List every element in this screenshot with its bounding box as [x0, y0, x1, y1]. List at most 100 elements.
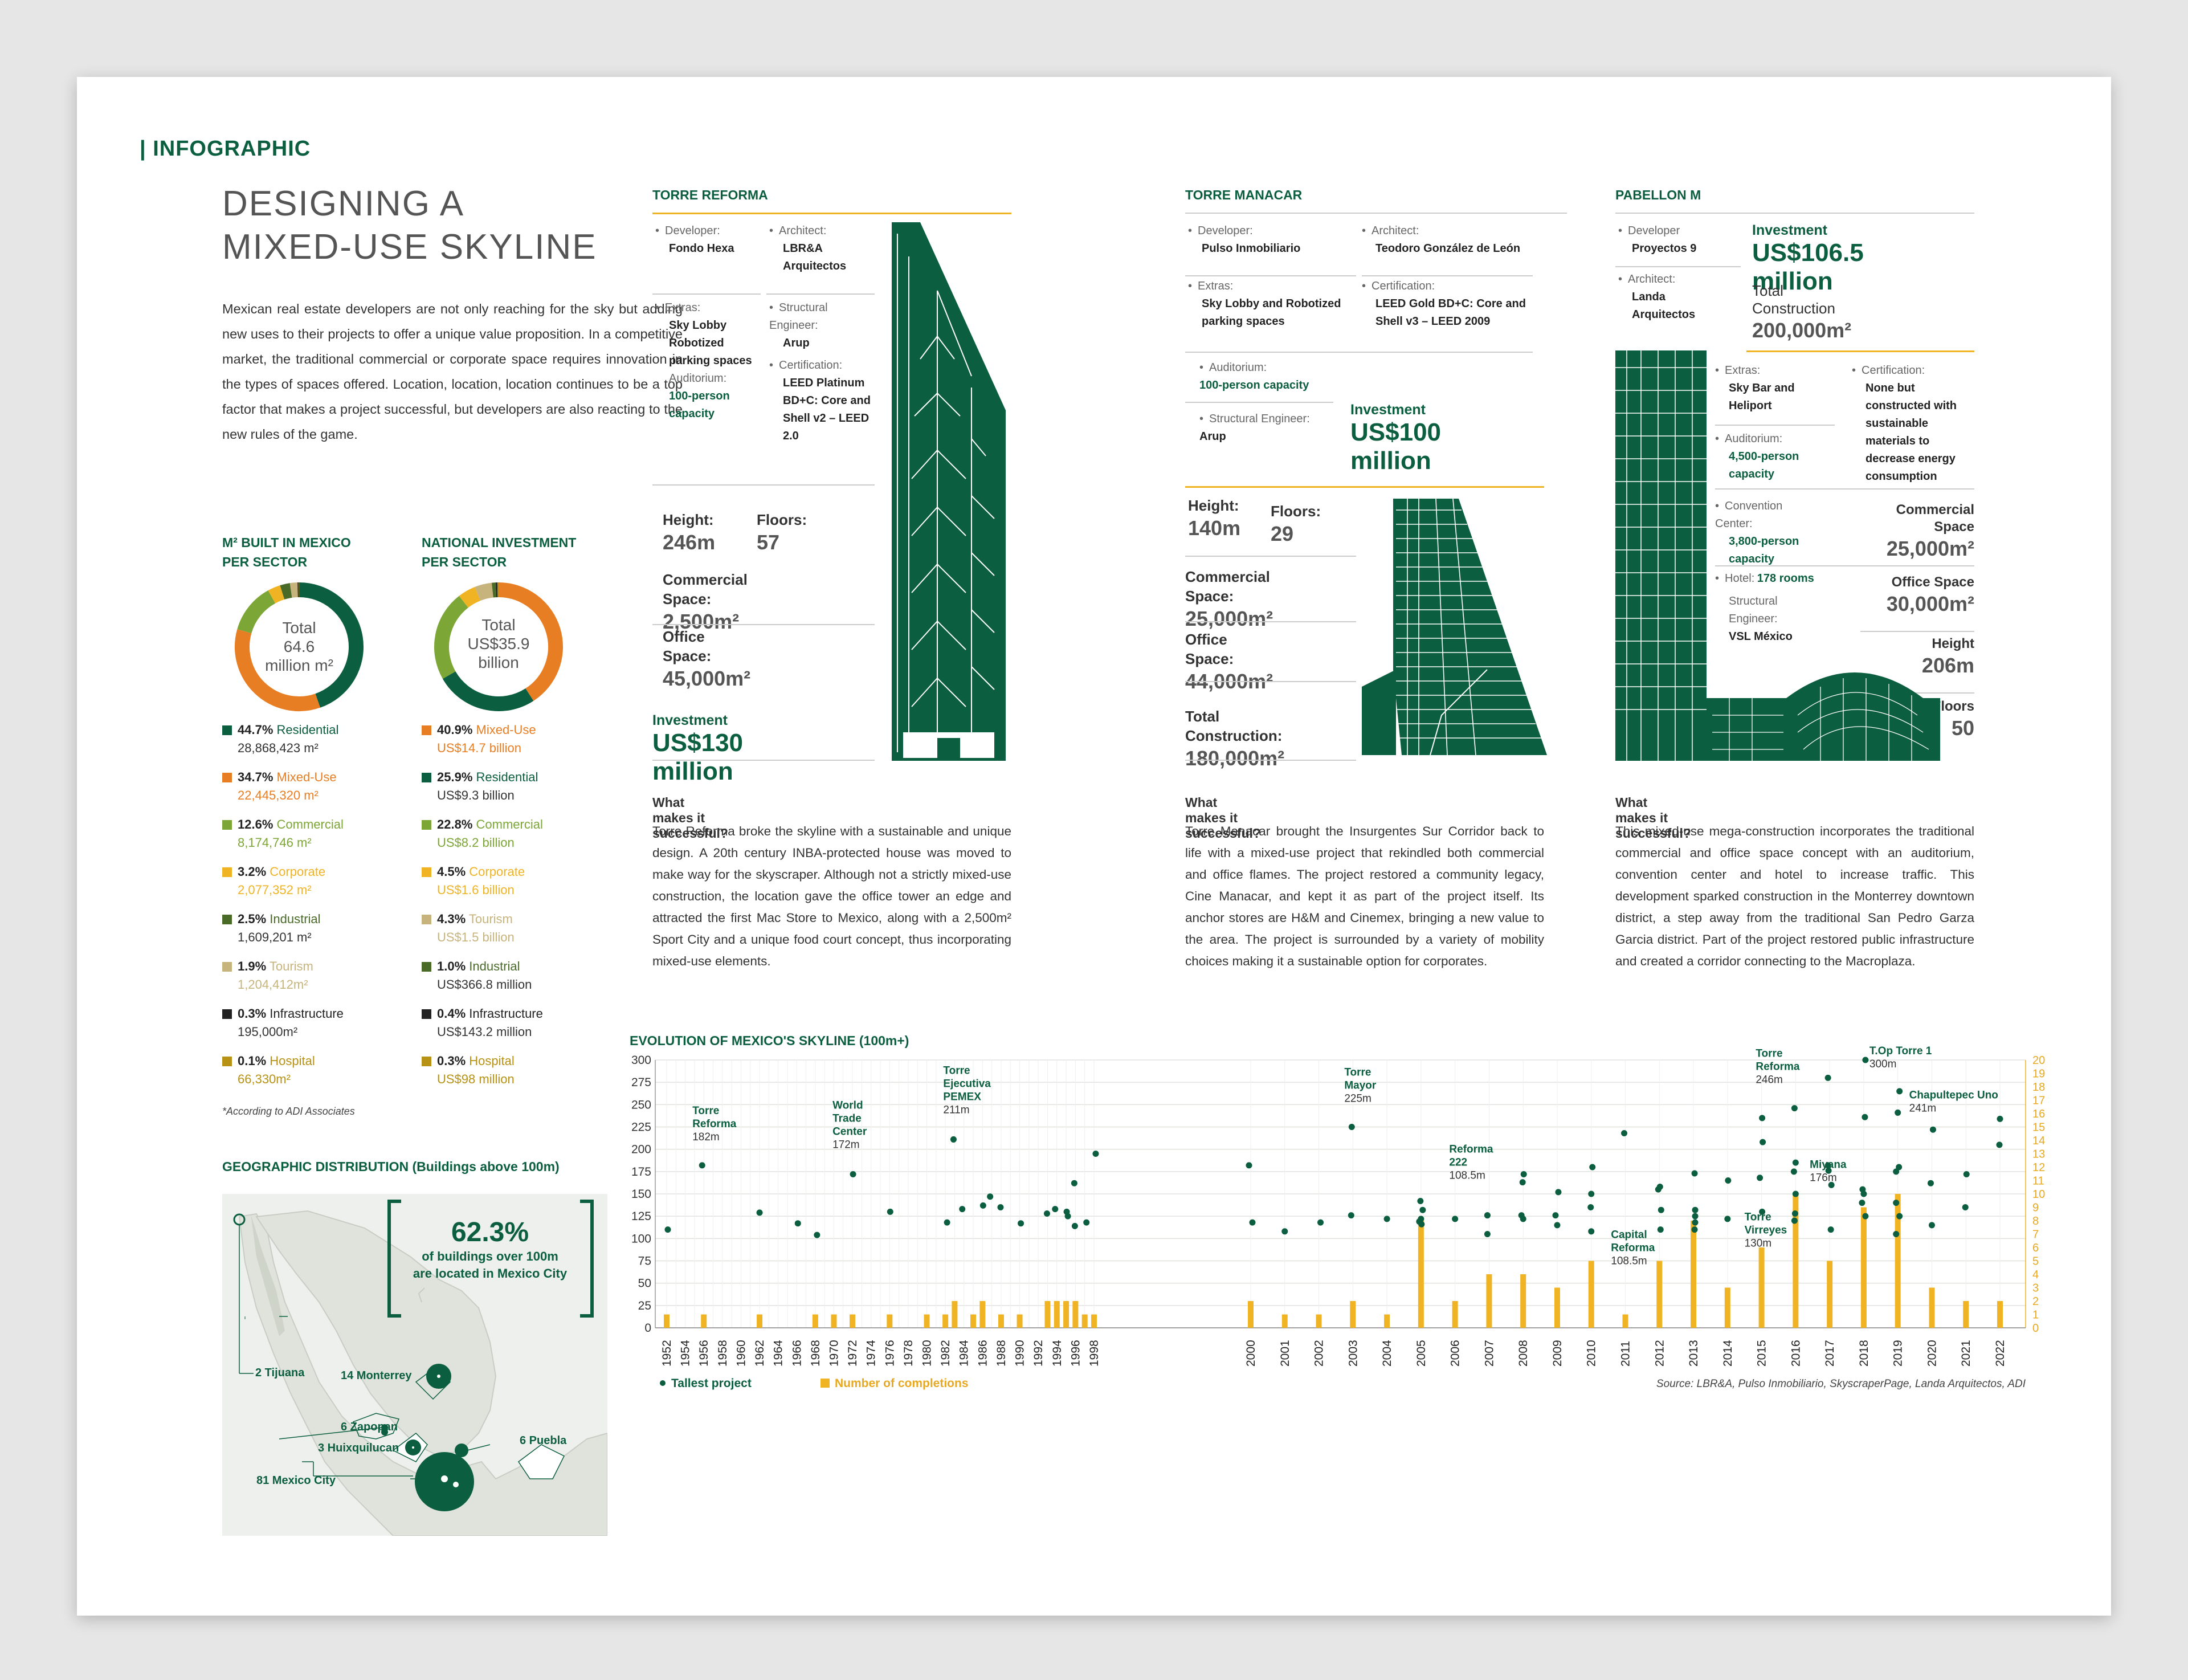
legend-swatch	[222, 915, 232, 924]
pabellon-height-value: 206m	[1921, 654, 1974, 677]
y-tick-left: 225	[631, 1121, 651, 1134]
manacar-floors-value: 29	[1271, 522, 1294, 545]
legend-pct: 0.3%	[238, 1006, 267, 1021]
tallest-dot	[1052, 1206, 1059, 1213]
bracket-right	[580, 1200, 594, 1318]
completion-bar	[1963, 1301, 1969, 1328]
x-tick-label: 1954	[679, 1340, 692, 1367]
legend-swatch	[422, 962, 431, 972]
geo-label-puebla: 6 Puebla	[520, 1434, 567, 1447]
x-tick-label: 1980	[921, 1340, 934, 1367]
tallest-dot	[1520, 1171, 1527, 1178]
chart-title: EVOLUTION OF MEXICO'S SKYLINE (100m+)	[630, 1033, 909, 1048]
geo-line1: of buildings over 100m	[422, 1249, 558, 1263]
x-tick-label: 2009	[1551, 1340, 1564, 1367]
reforma-title: TORRE REFORMA	[652, 187, 768, 202]
x-tick-label: 2019	[1892, 1340, 1905, 1367]
tallest-dot	[850, 1171, 856, 1178]
tallest-dot	[1862, 1057, 1869, 1063]
legend-pct: 4.5%	[437, 865, 466, 879]
completion-bar	[887, 1314, 893, 1328]
pabellon-dev-label: Developer	[1618, 222, 1744, 240]
x-tick-label: 1994	[1051, 1340, 1064, 1367]
y-tick-left: 200	[631, 1143, 651, 1156]
legend-name: Commercial	[472, 817, 543, 831]
y-tick-left: 25	[638, 1299, 651, 1312]
svg-text:182m: 182m	[692, 1131, 720, 1143]
tallest-dot	[1657, 1226, 1664, 1233]
completion-bar	[998, 1314, 1004, 1328]
tallest-dot	[794, 1220, 801, 1227]
tallest-dot	[1348, 1124, 1355, 1130]
tallest-dot	[1929, 1126, 1936, 1133]
pabellon-off-value: 30,000m²	[1886, 592, 1974, 615]
x-tick-label: 2020	[1925, 1340, 1938, 1367]
svg-text:Torre: Torre	[943, 1065, 970, 1076]
tallest-dot	[950, 1136, 957, 1143]
pabellon-aud-value: 4,500-person capacity	[1729, 450, 1799, 480]
manacar-commercial: Commercial Space: 25,000m²	[1185, 567, 1273, 632]
pabellon-comm-value: 25,000m²	[1886, 537, 1974, 560]
torre-manacar-illustration	[1362, 499, 1547, 756]
pabellon-title: PABELLON M	[1615, 187, 1701, 202]
reforma-off-label: Office Space:	[663, 628, 712, 664]
legend-name: Mixed-Use	[273, 770, 337, 784]
pabellon-extras-label: Extras:	[1715, 362, 1840, 380]
x-tick-label: 1974	[865, 1340, 878, 1367]
legend-swatch	[222, 820, 232, 830]
pabellon-auditorium: Auditorium: 4,500-person capacity	[1715, 430, 1840, 483]
inv-title-line2: PER SECTOR	[422, 554, 507, 569]
tallest-dot	[1963, 1171, 1970, 1178]
tallest-dot	[1063, 1208, 1070, 1215]
y-tick-right: 13	[2032, 1148, 2045, 1161]
footnote: *According to ADI Associates	[222, 1106, 355, 1117]
tallest-dot	[1862, 1114, 1868, 1120]
svg-text:PEMEX: PEMEX	[943, 1091, 981, 1103]
tallest-dot	[1555, 1189, 1562, 1196]
svg-text:Mayor: Mayor	[1344, 1080, 1377, 1092]
legend-value: 28,868,423 m²	[238, 741, 319, 755]
completion-bar	[1758, 1247, 1765, 1328]
x-tick-label: 1960	[734, 1340, 748, 1367]
legend-pct: 1.0%	[437, 959, 466, 973]
tallest-dot	[1452, 1216, 1459, 1222]
geo-label-monterrey: 14 Monterrey	[341, 1369, 412, 1382]
pabellon-arch-label: Architect:	[1618, 271, 1744, 288]
pabellon-se-label: Structural Engineer:	[1729, 595, 1778, 625]
reforma-aud-value: 100-person capacity	[669, 390, 730, 420]
tallest-dot	[1893, 1200, 1900, 1206]
reforma-structural: Structural Engineer: Arup Certification:…	[769, 299, 872, 445]
manacar-comm-value: 25,000m²	[1185, 607, 1273, 630]
legend-pct: 3.2%	[238, 865, 267, 879]
legend-item: 25.9% Residential US$9.3 billion	[422, 768, 615, 805]
legend-item: 2.5% Industrial 1,609,201 m²	[222, 910, 416, 947]
reforma-height: Height: 246m	[663, 510, 715, 556]
manacar-question: What makes it successful?	[1185, 795, 1261, 841]
x-tick-label: 2004	[1381, 1340, 1394, 1367]
manacar-cert-label: Certification:	[1362, 278, 1544, 295]
legend-name: Hospital	[466, 1054, 515, 1068]
svg-text:300m: 300m	[1869, 1058, 1897, 1070]
tallest-dot	[1896, 1164, 1903, 1171]
tallest-dot	[959, 1206, 966, 1213]
legend-value: 66,330m²	[238, 1072, 291, 1086]
geo-line2: are located in Mexico City	[413, 1266, 568, 1281]
svg-text:Reforma: Reforma	[1611, 1242, 1655, 1254]
inv-total-unit: billion	[478, 654, 519, 671]
tallest-dot	[1518, 1212, 1525, 1219]
y-tick-right: 0	[2032, 1322, 2039, 1335]
tallest-dot	[987, 1193, 994, 1200]
pabellon-commercial: Commercial Space 25,000m²	[1860, 501, 1974, 562]
legend-name: Corporate	[466, 865, 525, 879]
reforma-extras-label: Extras:	[655, 299, 758, 317]
reforma-arch-label: Architect:	[769, 222, 866, 240]
tallest-dot	[1071, 1222, 1078, 1229]
legend-swatch	[222, 773, 232, 782]
manacar-auditorium: Auditorium: 100-person capacity	[1199, 359, 1370, 394]
tallest-dot	[1348, 1212, 1354, 1219]
